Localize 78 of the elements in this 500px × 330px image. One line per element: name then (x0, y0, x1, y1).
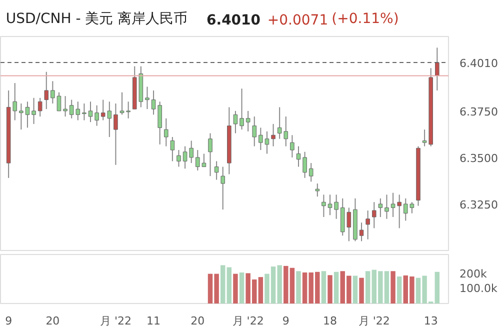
candlestick (208, 132, 212, 177)
bar (434, 272, 440, 304)
bar (258, 277, 264, 304)
bar (396, 276, 402, 304)
bar (321, 271, 326, 304)
x-tick-label: 月 '22 (358, 314, 390, 328)
y-tick-label: 6.3500 (460, 152, 498, 165)
bar (328, 275, 332, 304)
candlestick (126, 101, 130, 119)
x-tick-label: 18 (323, 314, 338, 328)
ref-line-label: 6.4010 (460, 57, 498, 70)
x-tick-label: 月 '22 (100, 314, 132, 328)
candlestick (50, 80, 55, 104)
candlestick (94, 104, 99, 126)
candlestick (322, 194, 326, 218)
candlestick (38, 97, 42, 118)
bar (226, 267, 232, 304)
candlestick (44, 71, 49, 110)
x-tick-label: 9 (282, 314, 290, 328)
candlestick (252, 116, 257, 147)
candlestick (334, 194, 338, 220)
candlestick (328, 194, 332, 216)
candlestick (170, 136, 175, 162)
bar (220, 265, 226, 304)
candlestick (56, 92, 62, 112)
candlestick (145, 86, 150, 110)
x-tick-label: 20 (190, 314, 205, 328)
y-tick-label: 200k (460, 267, 488, 280)
candlestick (63, 96, 68, 118)
candlestick (114, 102, 118, 166)
y-tick-label: 100.0k (460, 282, 498, 296)
candlestick (176, 150, 181, 168)
bar (296, 271, 301, 304)
candlestick (88, 101, 93, 123)
x-tick-label: 9 (5, 314, 12, 328)
candlestick (384, 194, 389, 220)
chart-title: USD/CNH - 美元 离岸人民币 (6, 11, 188, 28)
candlestick (220, 166, 225, 210)
candlestick (240, 88, 244, 130)
text: 6.4010 (206, 12, 261, 29)
bar (365, 271, 370, 304)
bar (334, 272, 339, 304)
bar (352, 276, 358, 304)
x-tick-label: 月 '22 (232, 314, 264, 328)
y-tick-label: 6.3750 (460, 105, 498, 118)
candlestick (264, 130, 270, 154)
candlestick (151, 90, 156, 116)
text: (+0.11%) (332, 11, 399, 28)
candlestick (164, 118, 168, 147)
bar (390, 271, 396, 304)
candlestick (290, 134, 294, 158)
candlestick (258, 127, 263, 151)
bar (233, 274, 238, 304)
candlestick (378, 198, 383, 218)
candlestick (32, 97, 36, 124)
x-tick-label: 20 (46, 314, 60, 328)
candlestick (246, 110, 250, 132)
candlestick (233, 110, 238, 134)
bar (359, 278, 364, 304)
candlestick (366, 210, 370, 240)
bar (239, 272, 244, 304)
candlestick (372, 202, 376, 229)
candlestick (82, 102, 86, 121)
candlestick (302, 151, 307, 178)
candlestick (25, 101, 30, 128)
candlestick (158, 101, 162, 145)
candlestick (315, 183, 320, 198)
text: +0.0071 (267, 12, 328, 29)
x-tick-label: 11 (146, 314, 161, 328)
candlestick (308, 162, 314, 182)
y-tick-label: 6.3250 (460, 198, 498, 212)
candlestick (19, 102, 24, 130)
candlestick (296, 146, 301, 168)
candlestick (214, 160, 219, 180)
x-tick-label: 13 (424, 314, 438, 328)
candlestick (359, 222, 364, 242)
candlestick (271, 123, 276, 147)
candlestick (120, 92, 124, 116)
